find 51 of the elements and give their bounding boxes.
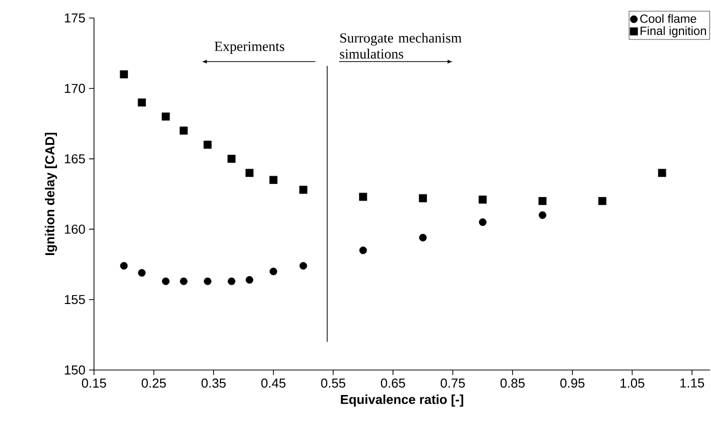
x-tick-label: 0.55 [321, 378, 346, 388]
x-tick-label: 0.95 [560, 378, 584, 388]
point [138, 269, 146, 277]
point [138, 98, 146, 106]
y-tick-label: 165 [64, 154, 85, 164]
annotation: Experiments [214, 42, 284, 54]
x-tick-label: 1.05 [620, 378, 644, 388]
point [180, 277, 188, 286]
x-tick-label: 0.65 [380, 378, 406, 388]
point [658, 168, 666, 177]
point [228, 277, 236, 286]
point [162, 277, 170, 286]
x-tick-label: 1.15 [680, 378, 704, 388]
point [246, 276, 254, 284]
point [270, 268, 278, 276]
point [478, 218, 487, 226]
point [538, 211, 546, 219]
legend-label: Cool flame [640, 14, 696, 23]
point [359, 246, 367, 254]
point [419, 234, 427, 242]
x-tick-label: 0.85 [500, 378, 525, 388]
point [300, 262, 308, 270]
point [538, 197, 547, 206]
x-tick-label: 0.45 [261, 378, 286, 388]
point [269, 176, 278, 184]
x-tick-label: 0.75 [440, 378, 465, 388]
annotation: Surrogate mechanism simulations [340, 32, 462, 59]
y-tick-label: 150 [64, 365, 85, 375]
point [418, 194, 427, 202]
y-axis-title: Ignition delay [CAD] [44, 132, 58, 256]
y-tick-label: 155 [64, 295, 85, 304]
point [598, 197, 606, 206]
point [120, 262, 128, 270]
x-tick-label: 0.15 [82, 378, 106, 388]
x-tick-label: 0.25 [142, 378, 166, 388]
point [299, 186, 308, 194]
x-axis-title: Equivalence ratio [-] [340, 394, 464, 407]
legend-label: Final ignition [640, 26, 706, 38]
point [204, 140, 212, 149]
point [120, 70, 128, 78]
y-tick-label: 170 [64, 84, 85, 93]
y-tick-label: 175 [64, 13, 85, 23]
point [162, 112, 170, 121]
point [180, 126, 188, 135]
point [228, 154, 236, 163]
x-tick-label: 0.35 [202, 378, 226, 388]
point [359, 192, 368, 201]
point [245, 168, 254, 177]
point [478, 196, 487, 204]
y-tick-label: 160 [64, 224, 85, 234]
point [204, 277, 212, 286]
